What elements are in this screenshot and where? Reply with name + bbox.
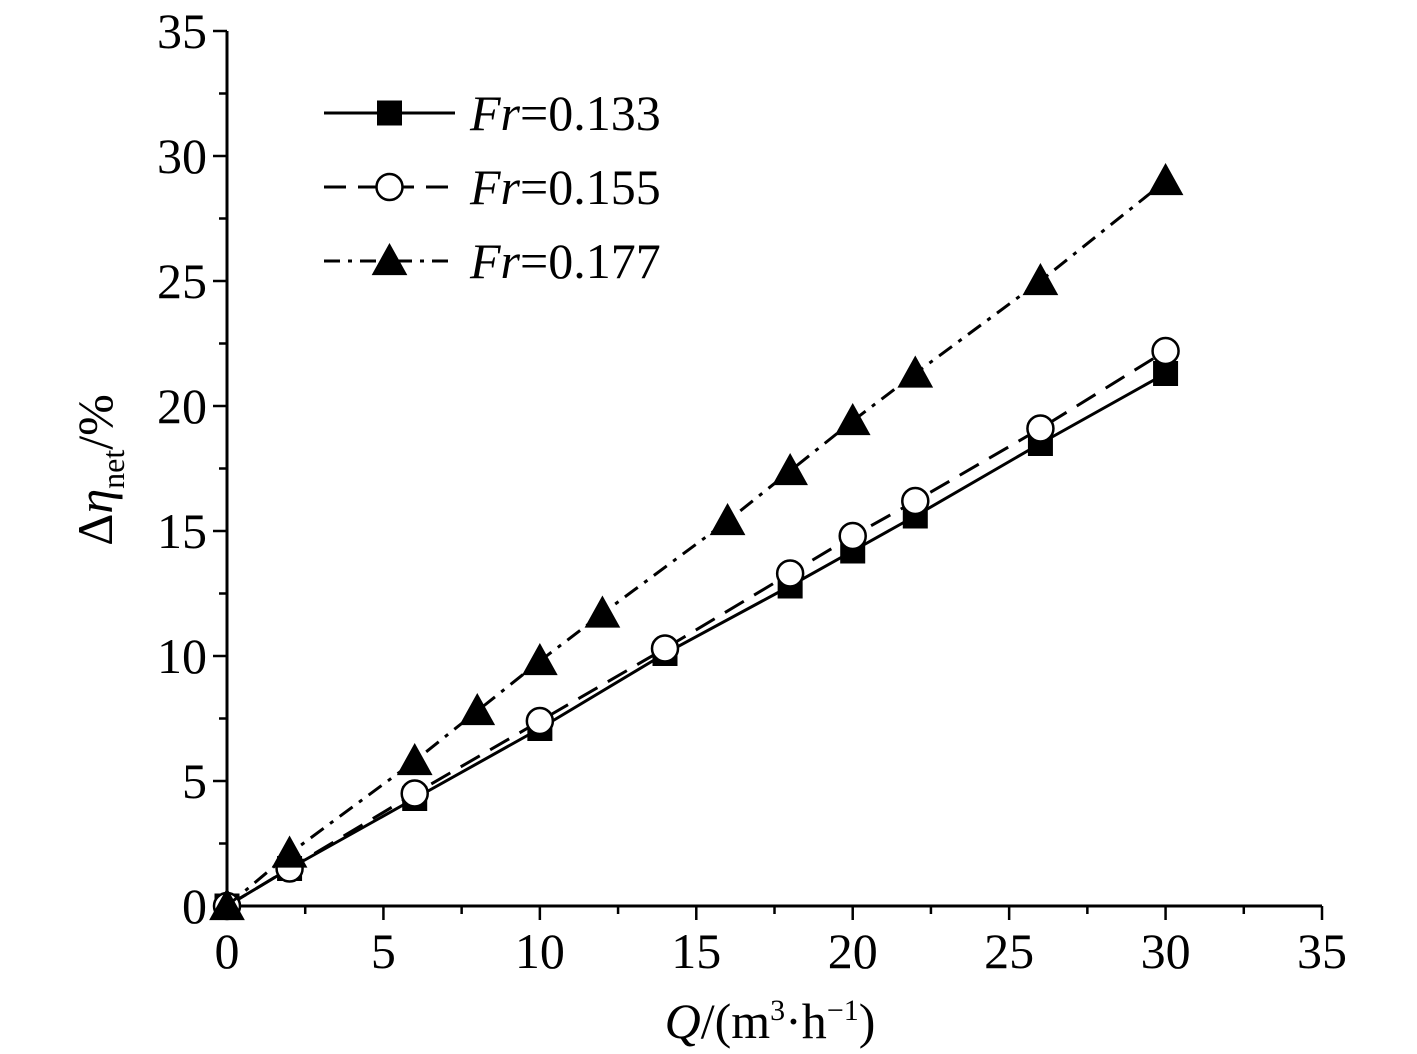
data-point bbox=[901, 486, 930, 516]
data-point bbox=[459, 692, 496, 726]
data-point bbox=[525, 706, 555, 736]
legend: Fr=0.133 Fr=0.155 Fr=0.177 bbox=[324, 85, 661, 289]
series-layer bbox=[209, 162, 1184, 921]
y-tick-label: 35 bbox=[157, 3, 207, 59]
data-point bbox=[1151, 336, 1180, 366]
y-tick-label: 30 bbox=[157, 128, 207, 184]
y-axis-title: Δηnet/% bbox=[67, 394, 131, 546]
data-point bbox=[396, 742, 433, 776]
x-tick-label: 30 bbox=[1141, 923, 1191, 979]
data-point bbox=[1022, 262, 1059, 296]
x-tick-label: 20 bbox=[828, 923, 878, 979]
y-tick-label: 25 bbox=[157, 253, 207, 309]
data-point bbox=[834, 402, 871, 436]
series-2 bbox=[212, 336, 1180, 921]
x-tick-label: 10 bbox=[515, 923, 565, 979]
legend-label: Fr=0.133 bbox=[469, 85, 661, 141]
x-axis-title: Q/(m3·h−1) bbox=[665, 993, 876, 1049]
data-point bbox=[709, 502, 746, 536]
x-tick-label: 35 bbox=[1297, 923, 1347, 979]
x-tick-label: 15 bbox=[671, 923, 721, 979]
series-line bbox=[226, 349, 1167, 908]
legend-label: Fr=0.177 bbox=[469, 233, 661, 289]
data-point bbox=[650, 634, 680, 663]
legend-marker bbox=[377, 100, 402, 126]
data-point bbox=[1153, 361, 1179, 386]
series-3 bbox=[209, 162, 1184, 921]
legend-marker bbox=[375, 172, 404, 202]
series-1 bbox=[214, 361, 1179, 919]
data-point bbox=[209, 887, 245, 921]
data-point bbox=[271, 835, 308, 868]
legend-label: Fr=0.155 bbox=[469, 159, 661, 215]
y-tick-label: 0 bbox=[182, 878, 207, 934]
data-point bbox=[1147, 162, 1184, 196]
data-point bbox=[897, 355, 934, 388]
x-tick-label: 5 bbox=[371, 923, 396, 979]
y-tick-label: 20 bbox=[157, 378, 207, 434]
series-line bbox=[226, 179, 1167, 908]
data-point bbox=[772, 452, 808, 486]
x-tick-label: 25 bbox=[984, 923, 1034, 979]
legend-marker bbox=[371, 242, 408, 276]
data-point bbox=[400, 779, 429, 808]
y-tick-label: 10 bbox=[157, 628, 207, 684]
y-tick-label: 5 bbox=[182, 753, 207, 809]
y-tick-label: 15 bbox=[157, 503, 207, 559]
legend-entry-3: Fr=0.177 bbox=[324, 233, 661, 289]
data-point bbox=[522, 642, 558, 676]
data-point bbox=[838, 521, 867, 551]
legend-entry-2: Fr=0.155 bbox=[324, 159, 661, 215]
data-point bbox=[584, 595, 621, 628]
x-tick-label: 0 bbox=[215, 923, 240, 979]
axes: 0 5 10 15 20 25 30 35 0 5 10 15 20 25 30 35 bbox=[157, 3, 1347, 979]
legend-entry-1: Fr=0.133 bbox=[324, 85, 661, 141]
data-point bbox=[1026, 414, 1055, 443]
series-line bbox=[226, 372, 1167, 908]
data-point bbox=[775, 559, 805, 588]
